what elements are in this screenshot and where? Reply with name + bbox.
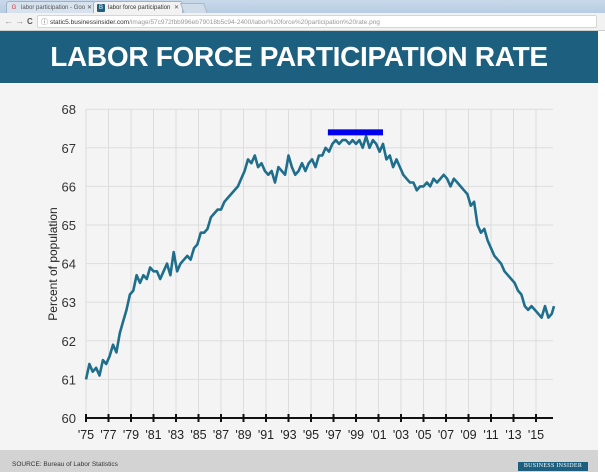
browser-tab-strip: G labor participation - Goo ✕ B labor fo… [0, 0, 605, 14]
tab-label: labor force participation [108, 5, 171, 11]
url-path: /image/57c972fbb996eb79018b5c94-2400/lab… [129, 19, 380, 26]
x-tick-label: '05 [415, 428, 431, 442]
chart-panel [0, 84, 598, 450]
y-tick-label: 63 [62, 295, 76, 310]
x-tick-label: '13 [505, 428, 521, 442]
y-tick-label: 68 [62, 102, 76, 117]
y-axis-label: Percent of population [46, 207, 60, 320]
source-note: SOURCE: Bureau of Labor Statistics [12, 461, 118, 468]
y-tick-label: 67 [62, 141, 76, 156]
x-tick-label: '07 [438, 428, 454, 442]
x-axis: '75 '77 '79 '81 '83 '85 '87 '89 '91 '93 '95 '97 '99 '… [78, 414, 553, 442]
x-tick-label: '97 [325, 428, 341, 442]
address-bar[interactable]: ⓘ static5.businessinsider.com/image/57c97… [37, 15, 597, 28]
x-tick-label: '09 [460, 428, 476, 442]
y-axis-ticks: 60 61 62 63 64 65 66 67 68 [62, 102, 76, 426]
x-tick-label: '89 [235, 428, 251, 442]
y-tick-label: 66 [62, 179, 76, 194]
close-tab-icon[interactable]: ✕ [173, 5, 179, 11]
tab-labor-force-image[interactable]: B labor force participation ✕ [93, 1, 183, 13]
x-tick-label: '99 [348, 428, 364, 442]
y-tick-label: 64 [62, 257, 76, 272]
x-tick-label: '81 [145, 428, 161, 442]
reload-button[interactable]: C [27, 17, 33, 26]
x-tick-label: '95 [303, 428, 319, 442]
x-tick-label: '01 [370, 428, 386, 442]
x-tick-label: '87 [213, 428, 229, 442]
forward-button[interactable]: → [15, 16, 24, 26]
y-tick-label: 65 [62, 218, 76, 233]
participation-rate-line [84, 134, 556, 380]
x-tick-label: '79 [123, 428, 139, 442]
x-tick-label: '03 [393, 428, 409, 442]
x-tick-label: '85 [190, 428, 206, 442]
url-host: static5.businessinsider.com [50, 19, 130, 26]
x-tick-label: '91 [258, 428, 274, 442]
bi-icon: B [97, 4, 105, 12]
info-icon[interactable]: ⓘ [41, 19, 48, 26]
x-tick-label: '75 [78, 428, 94, 442]
google-icon: G [11, 5, 17, 11]
close-tab-icon[interactable]: ✕ [86, 5, 92, 11]
y-tick-label: 62 [62, 334, 76, 349]
tab-label: labor participation - Goo [21, 5, 86, 11]
business-insider-logo: BUSINESS INSIDER [518, 462, 588, 471]
chart-title: LABOR FORCE PARTICIPATION RATE [0, 31, 598, 83]
y-tick-label: 60 [62, 411, 76, 426]
back-button[interactable]: ← [4, 16, 13, 26]
highlight-bar [327, 129, 383, 136]
x-tick-label: '93 [280, 428, 296, 442]
y-tick-label: 61 [62, 372, 76, 387]
x-tick-label: '77 [100, 428, 116, 442]
x-tick-label: '11 [483, 428, 498, 442]
browser-toolbar: ← → C ⓘ static5.businessinsider.com/image… [0, 13, 605, 31]
footer-bar [0, 450, 598, 472]
tab-google-search[interactable]: G labor participation - Goo ✕ [6, 1, 96, 13]
x-tick-label: '83 [168, 428, 184, 442]
x-tick-label: '15 [528, 428, 544, 442]
